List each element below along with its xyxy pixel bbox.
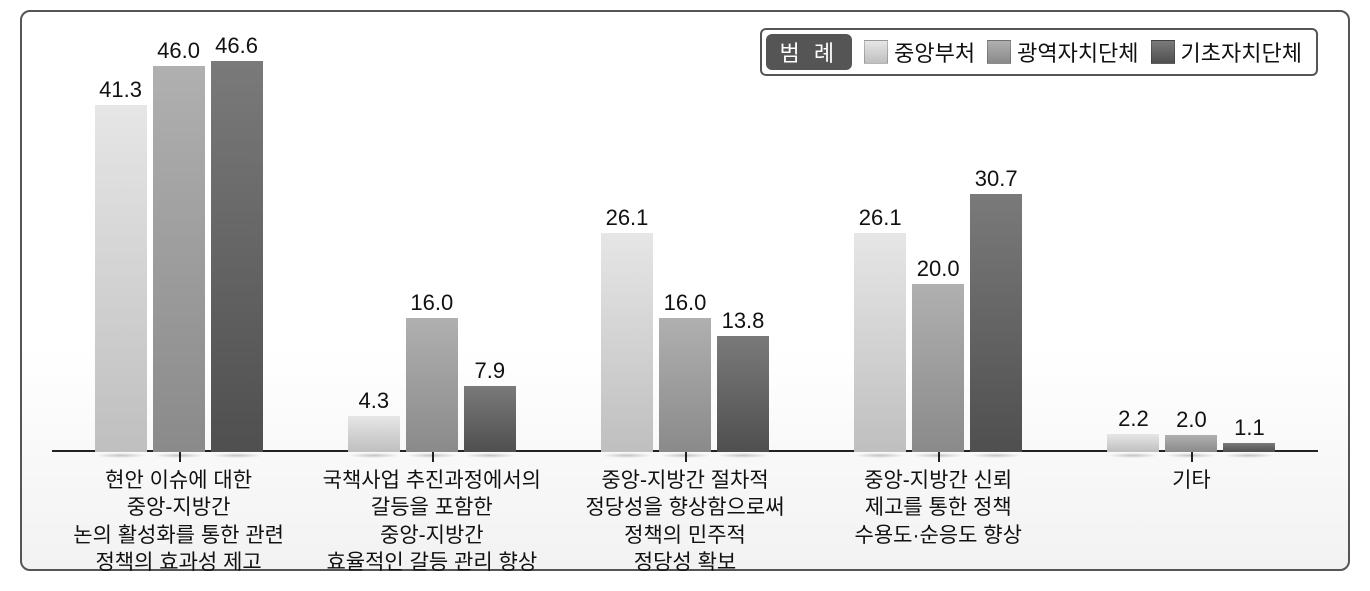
bar-rect: [912, 284, 964, 452]
bar: 26.1: [601, 205, 653, 452]
bar-groups: 41.3 46.0 46.6 4.3 16.0 7.9 26.1 16.0 13.8 26.1 20…: [52, 32, 1318, 452]
bar-value-label: 20.0: [917, 256, 960, 282]
chart-frame: 범 례 중앙부처 광역자치단체 기초자치단체 41.346.046.64.316…: [20, 10, 1350, 571]
bar-rect: [854, 233, 906, 452]
bar-group: 26.1 20.0 30.7: [812, 32, 1065, 452]
bar: 2.2: [1107, 406, 1159, 452]
bar-value-label: 13.8: [722, 308, 765, 334]
bar-group: 41.3 46.0 46.6: [52, 32, 305, 452]
bar-value-label: 2.2: [1118, 406, 1149, 432]
bar-value-label: 41.3: [99, 77, 142, 103]
x-axis-labels: 현안 이슈에 대한 중앙-지방간 논의 활성화를 통한 관련 정책의 효과성 제…: [52, 467, 1318, 576]
bar-value-label: 46.0: [157, 38, 200, 64]
bar-group: 2.2 2.0 1.1: [1065, 32, 1318, 452]
bar-rect: [211, 61, 263, 452]
bar: 16.0: [659, 290, 711, 452]
bar-value-label: 30.7: [975, 166, 1018, 192]
bar: 16.0: [406, 290, 458, 452]
bar: 13.8: [717, 308, 769, 452]
bar-rect: [406, 318, 458, 452]
bar-value-label: 26.1: [859, 205, 902, 231]
bar-rect: [1107, 434, 1159, 452]
bar: 20.0: [912, 256, 964, 452]
x-axis-label: 중앙-지방간 절차적 정당성을 향상함으로써 정책의 민주적 정당성 확보: [558, 467, 811, 576]
bar-rect: [970, 194, 1022, 452]
bar-value-label: 4.3: [359, 388, 390, 414]
x-axis-label: 중앙-지방간 신뢰 제고를 통한 정책 수용도·순응도 향상: [812, 467, 1065, 576]
x-axis-label: 현안 이슈에 대한 중앙-지방간 논의 활성화를 통한 관련 정책의 효과성 제…: [52, 467, 305, 576]
bar: 4.3: [348, 388, 400, 452]
bar-rect: [659, 318, 711, 452]
bar: 46.6: [211, 33, 263, 452]
bar: 7.9: [464, 358, 516, 452]
bar-rect: [1223, 443, 1275, 452]
bar-rect: [348, 416, 400, 452]
bar-rect: [1165, 435, 1217, 452]
bar: 1.1: [1223, 415, 1275, 452]
bar-value-label: 1.1: [1234, 415, 1265, 441]
bar-value-label: 2.0: [1176, 407, 1207, 433]
bar: 46.0: [153, 38, 205, 452]
bar-rect: [95, 105, 147, 452]
bar-value-label: 16.0: [664, 290, 707, 316]
bar-rect: [717, 336, 769, 452]
bar-rect: [601, 233, 653, 452]
bar-value-label: 7.9: [475, 358, 506, 384]
bar-value-label: 16.0: [410, 290, 453, 316]
bar-rect: [464, 386, 516, 452]
bar-rect: [153, 66, 205, 452]
x-axis-label: 기타: [1065, 467, 1318, 576]
bar-group: 4.3 16.0 7.9: [305, 32, 558, 452]
bar-value-label: 46.6: [215, 33, 258, 59]
bar-value-label: 26.1: [606, 205, 649, 231]
bar-group: 26.1 16.0 13.8: [558, 32, 811, 452]
bar: 41.3: [95, 77, 147, 452]
plot-area: 41.3 46.0 46.6 4.3 16.0 7.9 26.1 16.0 13.8 26.1 20…: [52, 32, 1318, 452]
bar: 26.1: [854, 205, 906, 452]
x-axis-label: 국책사업 추진과정에서의 갈등을 포함한 중앙-지방간 효율적인 갈등 관리 향…: [305, 467, 558, 576]
bar: 30.7: [970, 166, 1022, 452]
bar: 2.0: [1165, 407, 1217, 452]
